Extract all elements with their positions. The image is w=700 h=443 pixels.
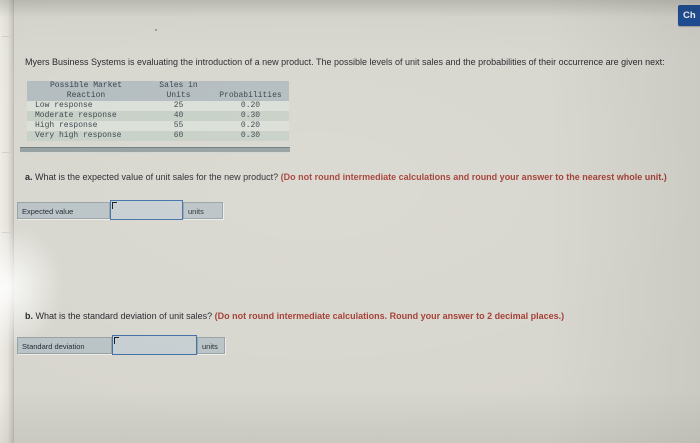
question-b-emphasis: (Do not round intermediate calculations.… [214,311,565,321]
question-b-body: What is the standard deviation of unit s… [33,311,215,321]
question-a-label: a. [25,172,33,182]
table-row: Low response 25 0.20 [27,101,289,111]
question-b-label: b. [25,311,33,321]
cell-reaction: High response [27,121,145,131]
cell-reaction: Moderate response [27,111,145,121]
standard-deviation-input[interactable] [112,335,197,355]
cell-probability: 0.20 [212,101,289,111]
table-header-row: Possible Market Reaction Sales in Units … [27,81,289,101]
paper-edge-line [2,152,11,153]
cell-units: 55 [145,121,212,131]
table-bottom-scrollbar[interactable] [20,147,290,153]
chapter-nav-button[interactable]: Ch [678,5,700,26]
table-row: Very high response 60 0.30 [27,131,289,141]
header-line: Reaction [66,91,106,100]
paper-edge-line [2,232,11,233]
header-line: Units [166,91,191,100]
expected-value-label: Expected value [17,202,110,219]
screen-left-edge [0,0,14,443]
header-possible-market-reaction: Possible Market Reaction [27,81,145,101]
cell-probability: 0.20 [212,121,289,131]
table-row: Moderate response 40 0.30 [27,111,289,121]
expected-value-input[interactable] [110,200,183,220]
standard-deviation-units-label: units [197,337,225,354]
paper-edge-line [2,36,11,37]
chapter-nav-button-label: Ch [683,10,696,21]
question-b-text: b. What is the standard deviation of uni… [25,311,680,323]
dust-speck [155,29,157,31]
standard-deviation-label: Standard deviation [17,337,112,354]
header-sales-in-units: Sales in Units [145,81,212,101]
cell-reaction: Low response [27,101,145,111]
header-line: Possible Market [49,81,122,90]
cell-units: 25 [145,101,212,111]
question-a-emphasis: (Do not round intermediate calculations … [280,172,667,182]
cell-reaction: Very high response [27,131,145,141]
photo-glare [0,191,110,394]
question-a-body: What is the expected value of unit sales… [32,172,281,182]
problem-intro-text: Myers Business Systems is evaluating the… [25,57,665,67]
table-row: High response 55 0.20 [27,121,289,131]
cell-probability: 0.30 [212,111,289,121]
expected-value-units-label: units [183,202,223,219]
sales-probability-table: Possible Market Reaction Sales in Units … [27,81,289,141]
header-line: Probabilities [219,91,282,100]
question-a-text: a. What is the expected value of unit sa… [25,172,667,184]
cell-units: 60 [145,131,212,141]
header-line: Sales in [159,81,198,90]
cell-units: 40 [145,111,212,121]
header-probabilities: Probabilities [212,81,289,101]
cell-probability: 0.30 [212,131,289,141]
